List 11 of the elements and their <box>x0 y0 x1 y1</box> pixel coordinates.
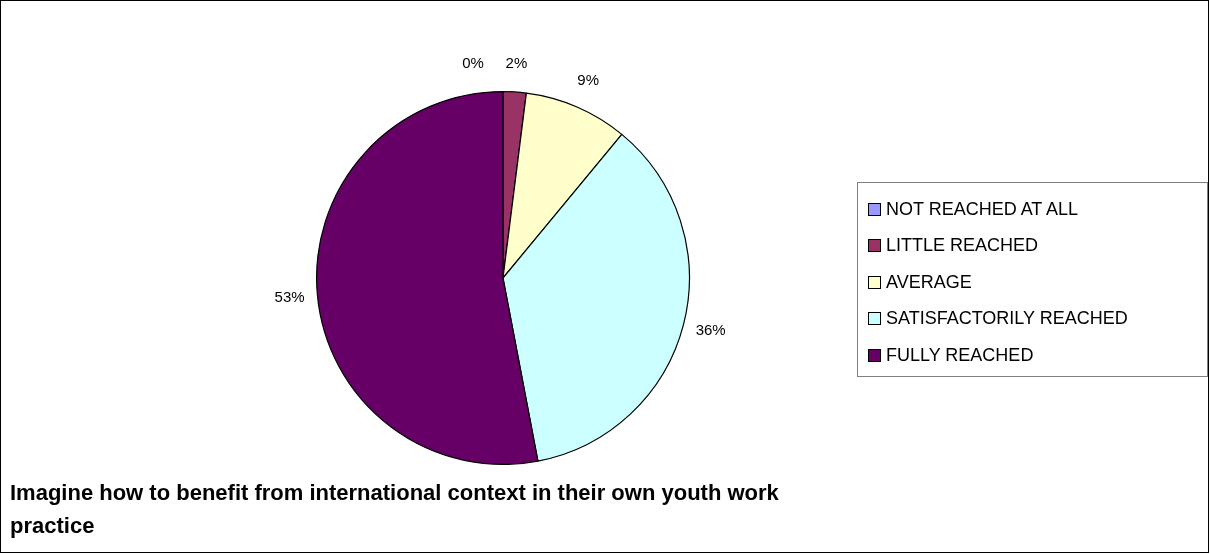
data-label: 36% <box>695 321 726 339</box>
legend-label: LITTLE REACHED <box>886 235 1039 257</box>
data-label: 9% <box>577 71 599 89</box>
legend-label: NOT REACHED AT ALL <box>886 198 1079 220</box>
data-label: 53% <box>274 288 305 306</box>
text: 0% <box>462 53 484 71</box>
legend-label: AVERAGE <box>886 271 972 293</box>
data-label: 2% <box>505 54 528 72</box>
text: Imagine how to benefit from international context in their own youth work practice <box>10 479 780 540</box>
legend-label: FULLY REACHED <box>886 344 1034 366</box>
legend-label: SATISFACTORILY REACHED <box>886 308 1128 330</box>
